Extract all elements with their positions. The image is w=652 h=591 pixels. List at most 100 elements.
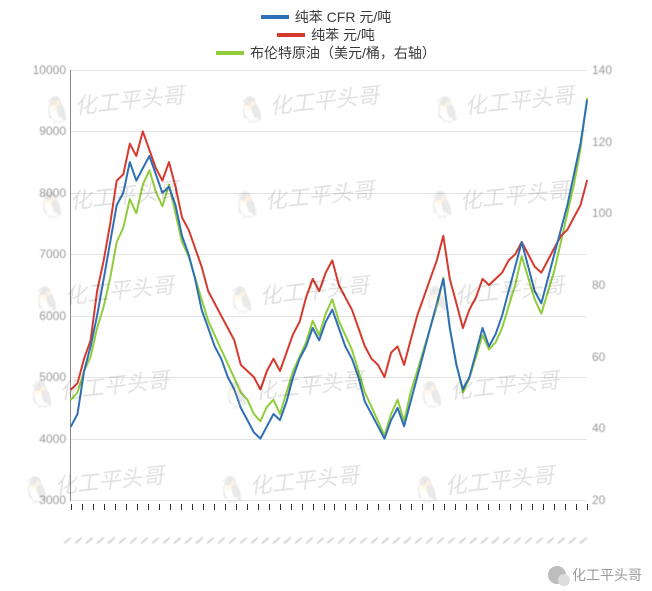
- x-tick: [236, 504, 237, 510]
- chart-root: 纯苯 CFR 元/吨 纯苯 元/吨 布伦特原油（美元/桶，右轴） 3000400…: [0, 0, 652, 591]
- x-tick: [477, 504, 478, 510]
- x-tick: [455, 504, 456, 510]
- x-tick: [466, 504, 467, 510]
- y-right-tick-label: 80: [592, 278, 647, 292]
- x-tick: [214, 504, 215, 510]
- y-right-tick-label: 20: [592, 493, 647, 507]
- x-tick-label: |: [135, 536, 138, 539]
- x-tick: [82, 504, 83, 510]
- x-tick: [192, 504, 193, 510]
- x-tick: [587, 504, 588, 510]
- x-tick-label: |: [289, 536, 292, 539]
- x-axis: ||||||||||||||||||||||||||||||||||||||||…: [71, 500, 587, 538]
- x-tick: [532, 504, 533, 510]
- x-tick: [159, 504, 160, 510]
- y-right-tick-label: 40: [592, 421, 647, 435]
- wechat-icon: [548, 566, 566, 584]
- x-tick: [422, 504, 423, 510]
- y-left-tick-label: 9000: [11, 124, 66, 138]
- legend-swatch-1: [261, 15, 289, 19]
- plot-area: 300040005000600070008000900010000 204060…: [70, 70, 587, 501]
- y-left-tick-label: 7000: [11, 247, 66, 261]
- x-tick-label: |: [563, 536, 566, 539]
- x-tick-label: |: [585, 536, 588, 539]
- x-tick: [367, 504, 368, 510]
- x-tick-label: |: [278, 536, 281, 539]
- x-tick: [324, 504, 325, 510]
- x-tick: [71, 504, 72, 510]
- x-tick-label: |: [234, 536, 237, 539]
- x-tick: [565, 504, 566, 510]
- x-tick: [499, 504, 500, 510]
- y-right-tick-label: 120: [592, 135, 647, 149]
- x-tick: [115, 504, 116, 510]
- x-tick: [137, 504, 138, 510]
- x-tick-label: |: [553, 536, 556, 539]
- x-tick: [510, 504, 511, 510]
- y-left-tick-label: 4000: [11, 432, 66, 446]
- x-tick: [433, 504, 434, 510]
- x-tick: [411, 504, 412, 510]
- x-tick: [543, 504, 544, 510]
- y-right-tick-label: 100: [592, 206, 647, 220]
- x-tick-label: |: [80, 536, 83, 539]
- chart-lines: [71, 70, 587, 500]
- x-tick-label: |: [465, 536, 468, 539]
- x-tick-label: |: [487, 536, 490, 539]
- x-tick-label: |: [311, 536, 314, 539]
- x-tick: [345, 504, 346, 510]
- x-tick-label: |: [179, 536, 182, 539]
- series-path: [71, 101, 587, 439]
- x-tick: [203, 504, 204, 510]
- x-tick-label: |: [399, 536, 402, 539]
- x-tick-label: |: [421, 536, 424, 539]
- x-tick-label: |: [91, 536, 94, 539]
- x-tick: [389, 504, 390, 510]
- x-tick: [247, 504, 248, 510]
- x-tick-label: |: [366, 536, 369, 539]
- x-tick-label: |: [410, 536, 413, 539]
- x-tick: [225, 504, 226, 510]
- x-tick-label: |: [574, 536, 577, 539]
- x-tick: [313, 504, 314, 510]
- legend-swatch-3: [216, 51, 244, 55]
- x-tick: [126, 504, 127, 510]
- x-tick: [334, 504, 335, 510]
- y-left-tick-label: 5000: [11, 370, 66, 384]
- x-tick: [280, 504, 281, 510]
- x-tick: [104, 504, 105, 510]
- legend-label-3: 布伦特原油（美元/桶，右轴）: [250, 43, 436, 63]
- x-tick-label: |: [157, 536, 160, 539]
- x-tick-label: |: [509, 536, 512, 539]
- x-tick-label: |: [344, 536, 347, 539]
- x-tick: [181, 504, 182, 510]
- x-tick: [400, 504, 401, 510]
- y-left-tick-label: 8000: [11, 186, 66, 200]
- y-right-tick-label: 140: [592, 63, 647, 77]
- x-tick: [554, 504, 555, 510]
- x-tick-label: |: [69, 536, 72, 539]
- x-tick-label: |: [124, 536, 127, 539]
- x-tick-label: |: [256, 536, 259, 539]
- x-tick-label: |: [102, 536, 105, 539]
- x-tick-label: |: [113, 536, 116, 539]
- x-tick: [356, 504, 357, 510]
- wechat-handle: 化工平头哥: [548, 565, 642, 585]
- legend-item-3: 布伦特原油（美元/桶，右轴）: [216, 43, 436, 63]
- x-tick-label: |: [498, 536, 501, 539]
- x-tick-label: |: [520, 536, 523, 539]
- x-tick: [258, 504, 259, 510]
- y-left-tick-label: 10000: [11, 63, 66, 77]
- x-tick: [302, 504, 303, 510]
- x-tick-label: |: [377, 536, 380, 539]
- x-tick: [521, 504, 522, 510]
- x-tick-label: |: [388, 536, 391, 539]
- y-left-tick-label: 3000: [11, 493, 66, 507]
- x-tick-label: |: [476, 536, 479, 539]
- x-tick-label: |: [212, 536, 215, 539]
- x-tick: [378, 504, 379, 510]
- x-tick: [170, 504, 171, 510]
- legend-row-3: 布伦特原油（美元/桶，右轴）: [0, 42, 652, 63]
- x-tick-label: |: [454, 536, 457, 539]
- x-tick-label: |: [443, 536, 446, 539]
